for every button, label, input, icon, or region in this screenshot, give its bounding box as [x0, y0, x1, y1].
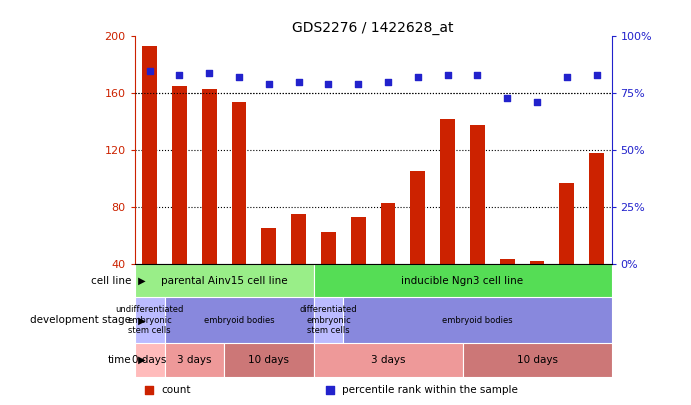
- Text: undifferentiated
embryonic
stem cells: undifferentiated embryonic stem cells: [115, 305, 184, 335]
- Bar: [314, 264, 612, 297]
- Point: [174, 72, 185, 78]
- Bar: [462, 343, 612, 377]
- Bar: [351, 217, 366, 264]
- Bar: [231, 102, 247, 264]
- Bar: [135, 264, 314, 297]
- Bar: [224, 343, 314, 377]
- Point: [502, 95, 513, 101]
- Point: [352, 81, 363, 87]
- Point: [442, 72, 453, 78]
- Bar: [164, 343, 224, 377]
- Bar: [135, 297, 164, 343]
- Bar: [172, 86, 187, 264]
- Point: [472, 72, 483, 78]
- Bar: [440, 119, 455, 264]
- Point: [204, 70, 215, 76]
- Text: parental Ainv15 cell line: parental Ainv15 cell line: [161, 275, 287, 286]
- Bar: [410, 171, 425, 264]
- Bar: [321, 232, 336, 264]
- Point: [263, 81, 274, 87]
- Point: [413, 74, 424, 81]
- Bar: [529, 261, 545, 264]
- Text: 3 days: 3 days: [371, 355, 406, 365]
- Text: ▶: ▶: [135, 275, 145, 286]
- Bar: [142, 47, 157, 264]
- Bar: [314, 297, 343, 343]
- Text: percentile rank within the sample: percentile rank within the sample: [342, 384, 518, 394]
- Text: 0 days: 0 days: [133, 355, 167, 365]
- Text: cell line: cell line: [91, 275, 131, 286]
- Point: [531, 99, 542, 106]
- Bar: [135, 343, 164, 377]
- Bar: [291, 214, 306, 264]
- Text: ▶: ▶: [135, 315, 145, 325]
- Text: differentiated
embryonic
stem cells: differentiated embryonic stem cells: [300, 305, 357, 335]
- Point: [293, 79, 304, 85]
- Text: embryoid bodies: embryoid bodies: [204, 316, 274, 325]
- Bar: [343, 297, 612, 343]
- Bar: [500, 260, 515, 264]
- Point: [144, 386, 155, 393]
- Text: count: count: [161, 384, 191, 394]
- Point: [234, 74, 245, 81]
- Bar: [589, 153, 604, 264]
- Text: inducible Ngn3 cell line: inducible Ngn3 cell line: [401, 275, 524, 286]
- Point: [144, 67, 155, 74]
- Bar: [560, 183, 574, 264]
- Point: [325, 386, 336, 393]
- Bar: [164, 297, 314, 343]
- Text: ▶: ▶: [135, 355, 145, 365]
- Bar: [261, 228, 276, 264]
- Text: embryoid bodies: embryoid bodies: [442, 316, 513, 325]
- Bar: [470, 124, 485, 264]
- Bar: [381, 202, 395, 264]
- Title: GDS2276 / 1422628_at: GDS2276 / 1422628_at: [292, 21, 454, 35]
- Bar: [314, 343, 462, 377]
- Point: [591, 72, 602, 78]
- Point: [561, 74, 572, 81]
- Text: time: time: [108, 355, 131, 365]
- Text: 3 days: 3 days: [177, 355, 211, 365]
- Text: 10 days: 10 days: [517, 355, 558, 365]
- Text: development stage: development stage: [30, 315, 131, 325]
- Point: [323, 81, 334, 87]
- Point: [383, 79, 394, 85]
- Bar: [202, 89, 217, 264]
- Text: 10 days: 10 days: [248, 355, 290, 365]
